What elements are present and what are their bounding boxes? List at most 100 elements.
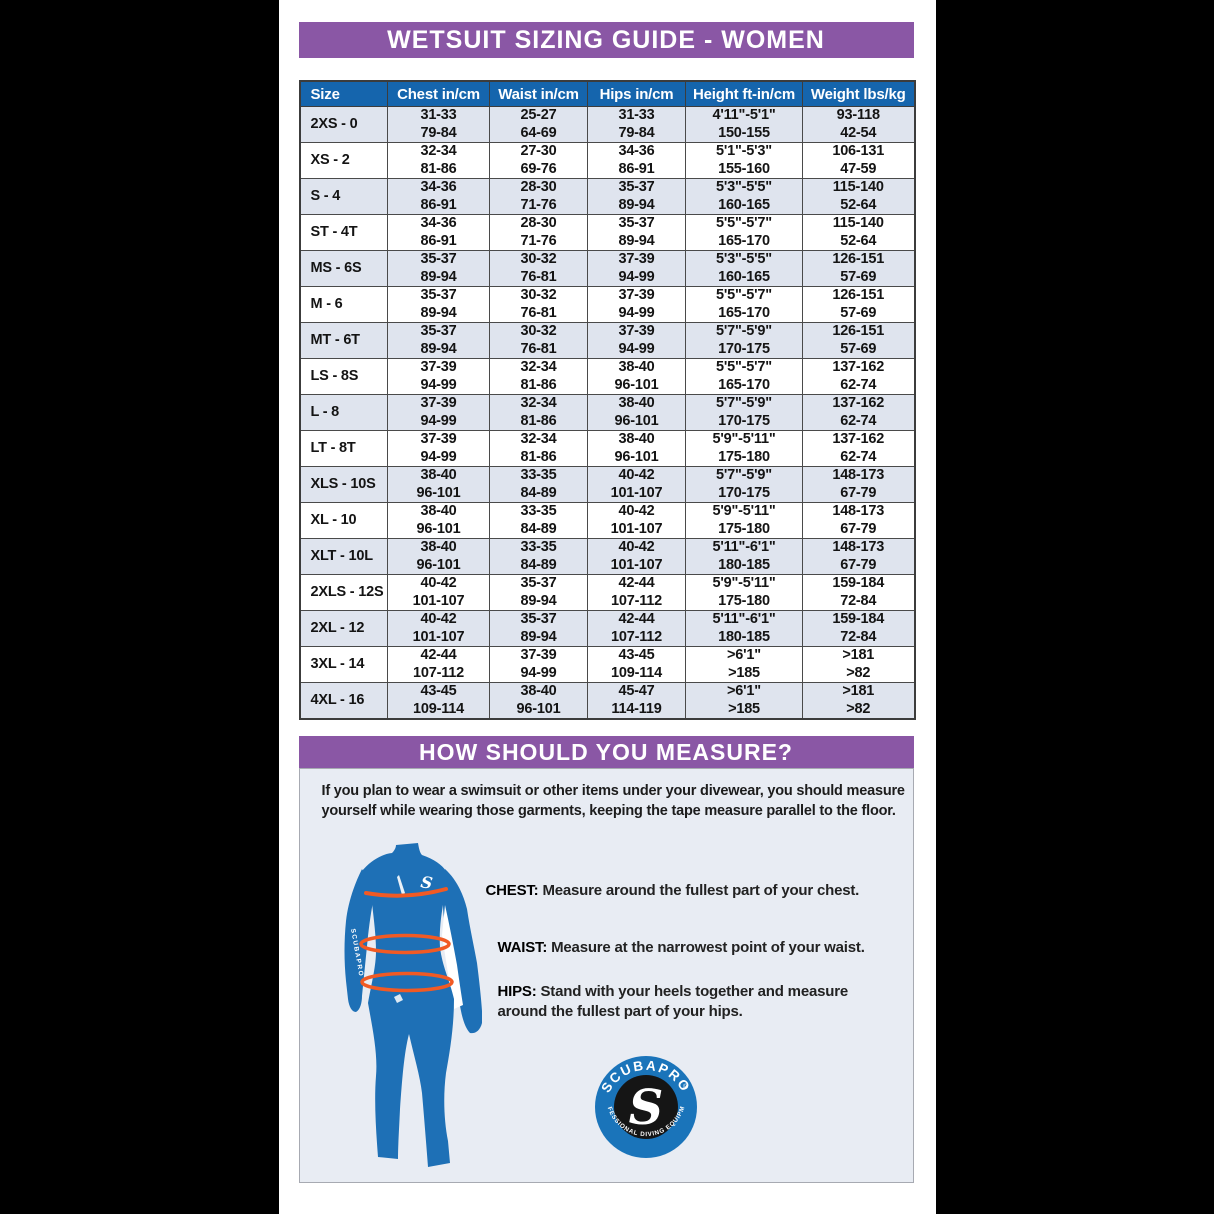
measurement-line: 107-112: [412, 664, 464, 681]
measurement-cell: 30-32 76-81: [489, 286, 588, 323]
measurement-line: 159-184: [832, 575, 885, 592]
table-row: MT - 6T 35-37 89-94 30-32 76-81 37-39 94-99 5'7…: [299, 322, 915, 359]
measurement-line: 86-91: [420, 232, 457, 249]
measurement-line: 42-54: [840, 124, 877, 141]
table-row: ST - 4T 34-36 86-91 28-30 71-76 35-37 89-94 5'5…: [299, 214, 915, 251]
col-header-height: Height ft-in/cm: [685, 80, 803, 107]
measurement-cell: 37-39 94-99: [387, 358, 490, 395]
measurement-cell: 35-37 89-94: [387, 286, 490, 323]
table-row: L - 8 37-39 94-99 32-34 81-86 38-40 96-101 5'7"…: [299, 394, 915, 431]
measurement-line: 76-81: [520, 304, 557, 321]
measurement-line: 32-34: [520, 359, 557, 376]
table-row: MS - 6S 35-37 89-94 30-32 76-81 37-39 94-99 5'3…: [299, 250, 915, 287]
measurement-line: 30-32: [520, 287, 557, 304]
measurement-line: 115-140: [832, 215, 884, 232]
measurement-line: 89-94: [420, 340, 457, 357]
measurement-line: 40-42: [618, 503, 655, 520]
measurement-line: 96-101: [416, 484, 461, 501]
measurement-cell: 126-151 57-69: [802, 286, 915, 323]
measurement-line: 38-40: [420, 539, 457, 556]
measurement-cell: 33-35 84-89: [489, 538, 588, 575]
measurement-cell: 37-39 94-99: [587, 322, 686, 359]
measurement-line: 79-84: [618, 124, 655, 141]
measurement-line: 89-94: [618, 196, 655, 213]
measurement-line: >185: [728, 664, 760, 681]
measurement-line: 5'9"-5'11": [712, 503, 776, 520]
measurement-cell: 25-27 64-69: [489, 106, 588, 143]
measurement-cell: 37-39 94-99: [387, 430, 490, 467]
measurement-line: 94-99: [420, 376, 457, 393]
measurement-line: 137-162: [832, 395, 885, 412]
measurement-line: 27-30: [520, 143, 557, 160]
measurement-line: 175-180: [718, 448, 770, 465]
table-row: 3XL - 14 42-44 107-112 37-39 94-99 43-45 109-1…: [299, 646, 915, 683]
measurement-line: 175-180: [718, 592, 770, 609]
measurement-line: 160-165: [718, 196, 770, 213]
measurement-cell: 159-184 72-84: [802, 610, 915, 647]
measurement-line: 71-76: [520, 196, 557, 213]
measurement-line: 101-107: [412, 628, 465, 645]
measurement-cell: 35-37 89-94: [387, 322, 490, 359]
measurement-line: 96-101: [416, 520, 461, 537]
measurement-line: 5'9"-5'11": [712, 431, 776, 448]
measurement-line: 96-101: [614, 412, 659, 429]
measurement-line: >82: [846, 700, 871, 717]
measurement-line: 52-64: [840, 232, 877, 249]
measurement-cell: >6'1" >185: [685, 682, 803, 720]
measurement-line: 35-37: [618, 179, 655, 196]
measurement-line: 79-84: [420, 124, 457, 141]
measurement-line: 150-155: [718, 124, 770, 141]
measurement-line: 76-81: [520, 340, 557, 357]
measurement-cell: 35-37 89-94: [489, 574, 588, 611]
measurement-line: 40-42: [618, 539, 655, 556]
measurement-cell: 126-151 57-69: [802, 250, 915, 287]
table-header-row: Size Chest in/cm Waist in/cm Hips in/cm …: [299, 80, 915, 107]
measurement-line: 45-47: [618, 683, 655, 700]
measurement-line: >181: [842, 683, 875, 700]
measurement-line: 84-89: [520, 520, 557, 537]
measurement-cell: 34-36 86-91: [387, 214, 490, 251]
measurement-line: 94-99: [420, 412, 457, 429]
measurement-line: 38-40: [618, 359, 655, 376]
measurement-line: 109-114: [412, 700, 464, 717]
measurement-cell: 148-173 67-79: [802, 502, 915, 539]
measurement-cell: 42-44 107-112: [587, 610, 686, 647]
measurement-cell: 5'9"-5'11" 175-180: [685, 430, 803, 467]
measurement-line: 43-45: [618, 647, 655, 664]
measurement-line: 37-39: [420, 359, 457, 376]
chest-instruction: CHEST: Measure around the fullest part o…: [486, 881, 901, 901]
measurement-cell: >6'1" >185: [685, 646, 803, 683]
measurement-cell: 35-37 89-94: [587, 178, 686, 215]
measure-section-title: HOW SHOULD YOU MEASURE?: [298, 736, 914, 768]
col-header-chest: Chest in/cm: [387, 80, 490, 107]
measurement-line: >185: [728, 700, 760, 717]
measurement-line: 5'11"-6'1": [712, 611, 776, 628]
hips-measure-ellipse: [359, 971, 454, 993]
measurement-line: 62-74: [840, 448, 877, 465]
measurement-line: 38-40: [618, 431, 655, 448]
measurement-line: 67-79: [840, 484, 877, 501]
measurement-cell: 40-42 101-107: [387, 574, 490, 611]
measurement-line: 94-99: [618, 268, 655, 285]
measurement-cell: 31-33 79-84: [387, 106, 490, 143]
size-cell: XLT - 10L: [299, 538, 388, 575]
measurement-cell: 115-140 52-64: [802, 214, 915, 251]
measurement-line: 170-175: [718, 340, 770, 357]
waist-text: Measure at the narrowest point of your w…: [551, 939, 865, 956]
measurement-cell: 37-39 94-99: [489, 646, 588, 683]
measurement-line: 32-34: [520, 395, 557, 412]
measurement-cell: 37-39 94-99: [387, 394, 490, 431]
wetsuit-left-arm: [344, 869, 375, 1012]
size-table-body: 2XS - 0 31-33 79-84 25-27 64-69 31-33 79-84 4'1…: [299, 106, 915, 720]
measurement-line: 43-45: [420, 683, 457, 700]
measurement-line: 42-44: [618, 611, 655, 628]
measurement-line: 4'11"-5'1": [712, 107, 776, 124]
measurement-line: 165-170: [718, 376, 770, 393]
measurement-line: 115-140: [832, 179, 884, 196]
sizing-guide-title: WETSUIT SIZING GUIDE - WOMEN: [298, 22, 914, 58]
measurement-line: 35-37: [420, 251, 457, 268]
measurement-line: 94-99: [520, 664, 557, 681]
measurement-line: 52-64: [840, 196, 877, 213]
chest-label: CHEST:: [485, 882, 539, 899]
measurement-cell: 40-42 101-107: [587, 538, 686, 575]
